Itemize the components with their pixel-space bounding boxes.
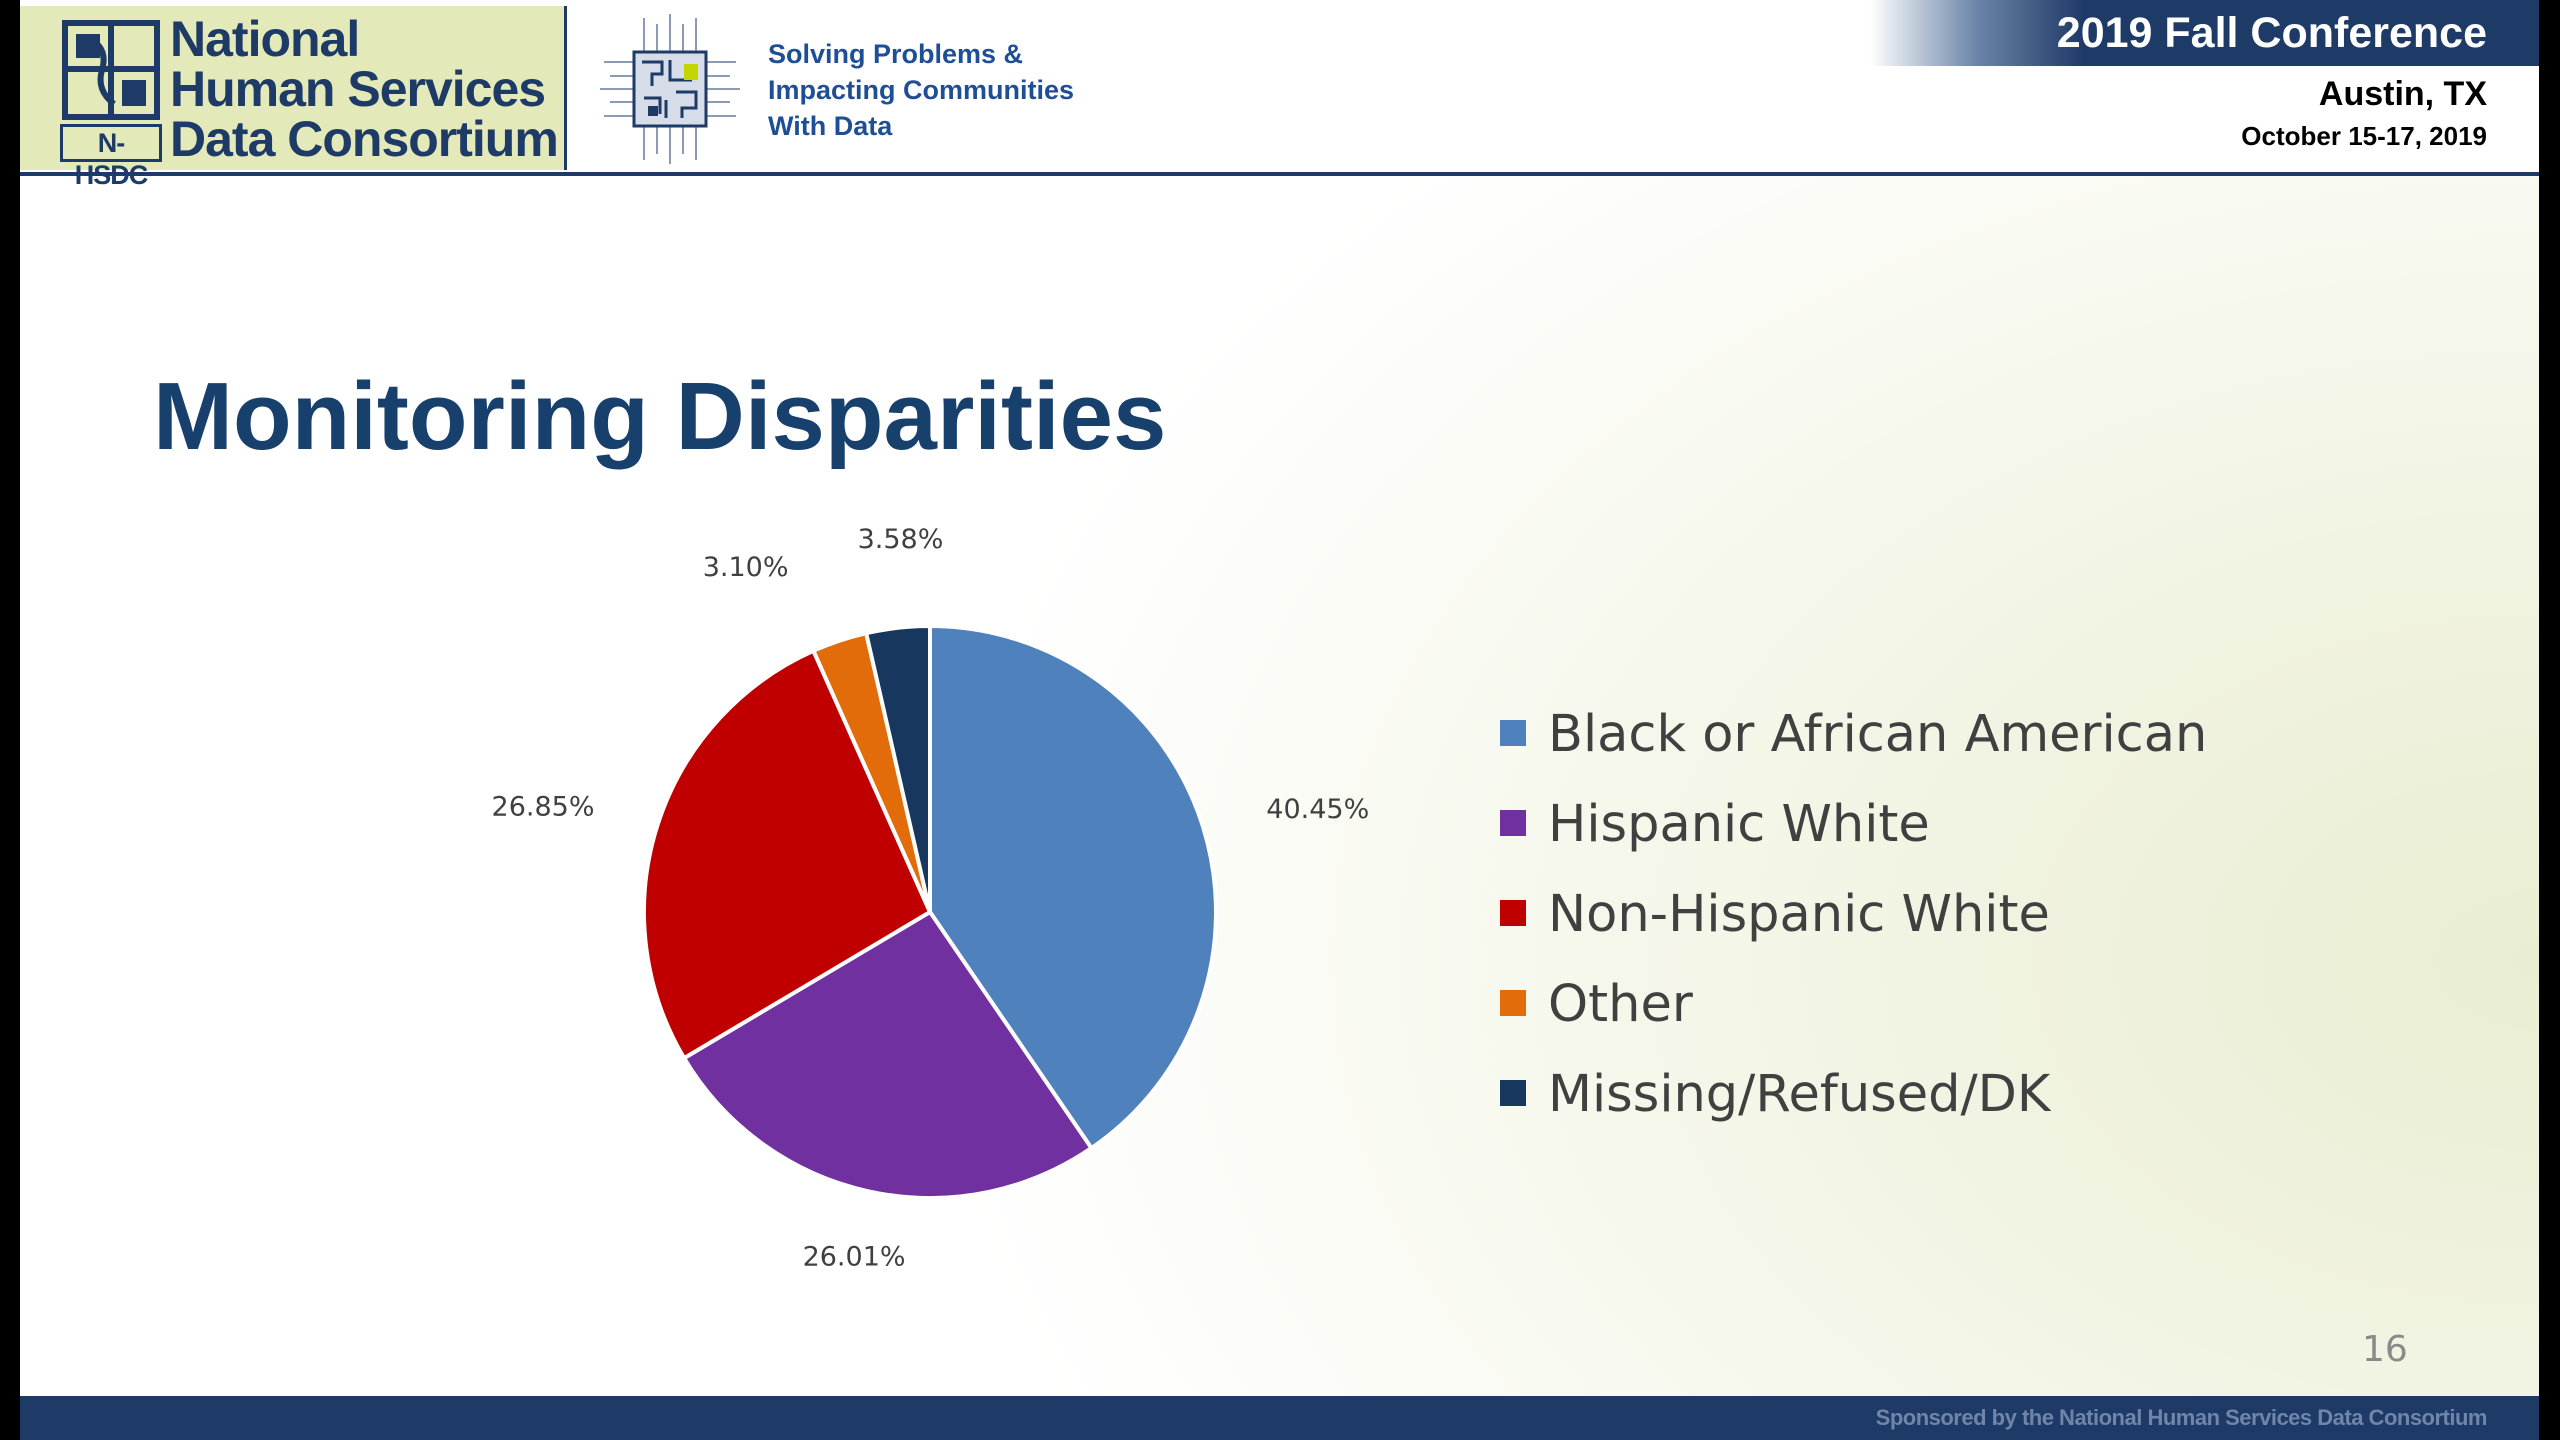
pie-slice-1 [928,623,1218,1151]
legend-label: Black or African American [1548,705,2208,764]
legend-label: Hispanic White [1548,795,1930,854]
slide-header: N-HSDC National Human Services Data Cons… [20,0,2539,190]
legend-swatch [1500,900,1526,926]
org-logo-icon [62,20,160,120]
legend-label: Other [1548,975,1693,1034]
sponsor-text: Sponsored by the National Human Services… [1875,1405,2488,1430]
org-name-line-3: Data Consortium [170,111,559,167]
legend-item-4: Other [1500,970,2207,1060]
pie-data-label-3: 26.85% [492,791,595,822]
conference-city: Austin, TX [2318,75,2487,113]
page-number: 16 [2362,1329,2408,1370]
tagline-line-2: Impacting Communities [768,75,1075,105]
legend-swatch [1500,720,1526,746]
legend-item-3: Non-Hispanic White [1500,880,2207,970]
pie-data-label-2: 26.01% [803,1242,906,1273]
legend-label: Non-Hispanic White [1548,885,2050,944]
pie-data-label-4: 3.10% [703,552,789,583]
conference-dates: October 15-17, 2019 [2241,121,2487,151]
legend-swatch [1500,1080,1526,1106]
circuit-chip-icon [600,14,740,164]
org-logo: N-HSDC National Human Services Data Cons… [20,6,567,190]
org-name-line-2: Human Services [170,61,546,117]
conference-banner [1870,0,2539,66]
org-name: National Human Services Data Consortium [170,11,559,167]
pie-data-label-1: 40.45% [1266,794,1369,825]
legend-item-5: Missing/Refused/DK [1500,1060,2207,1150]
slide: N-HSDC National Human Services Data Cons… [20,0,2539,1440]
chart-legend: Black or African American Hispanic White N… [1500,700,2207,1150]
tagline-line-3: With Data [768,111,893,141]
org-name-line-1: National [170,11,360,67]
slide-footer: Sponsored by the National Human Services… [20,1396,2539,1440]
pie-slice-5 [863,623,932,913]
conference-title: 2019 Fall Conference [2056,9,2487,57]
legend-item-2: Hispanic White [1500,790,2207,880]
legend-swatch [1500,810,1526,836]
page-title: Monitoring Disparities [153,363,1167,470]
legend-label: Missing/Refused/DK [1548,1065,2051,1124]
legend-swatch [1500,990,1526,1016]
tagline-line-1: Solving Problems & [768,39,1024,69]
tagline: Solving Problems & Impacting Communities… [768,36,1074,144]
pie-data-label-5: 3.58% [858,524,944,555]
pie-slice-2 [681,909,1095,1200]
legend-item-1: Black or African American [1500,700,2207,790]
pie-chart: 40.45% 26.01% 26.85% 3.10% 3.58% [492,524,1370,1273]
org-acronym: N-HSDC [60,124,162,190]
